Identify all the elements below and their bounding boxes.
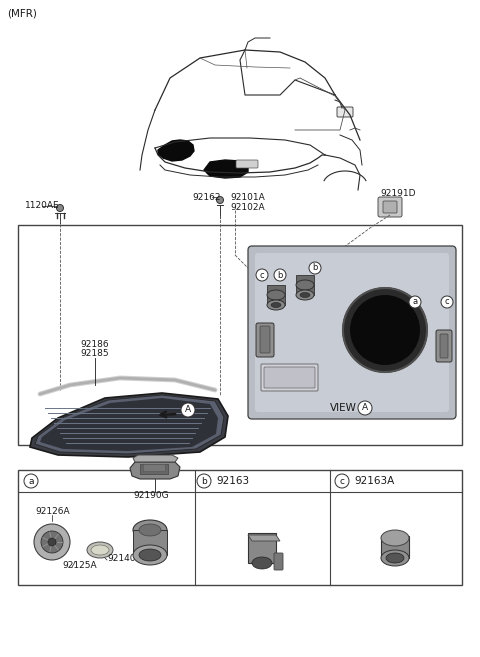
Text: 92163: 92163 xyxy=(216,476,249,486)
Text: 92163A: 92163A xyxy=(354,476,394,486)
Text: a: a xyxy=(412,298,418,307)
Polygon shape xyxy=(248,535,280,541)
FancyBboxPatch shape xyxy=(260,326,270,353)
FancyBboxPatch shape xyxy=(274,553,283,570)
Circle shape xyxy=(57,204,63,212)
Polygon shape xyxy=(204,160,248,178)
Text: 1120AE: 1120AE xyxy=(25,202,60,210)
Ellipse shape xyxy=(267,290,285,300)
Ellipse shape xyxy=(87,542,113,558)
Text: 92140E: 92140E xyxy=(107,554,141,563)
Text: 92191D: 92191D xyxy=(380,189,416,198)
Circle shape xyxy=(216,196,224,204)
Circle shape xyxy=(48,538,56,546)
FancyBboxPatch shape xyxy=(337,107,353,117)
Text: 92186: 92186 xyxy=(80,340,108,349)
Circle shape xyxy=(335,474,349,488)
FancyBboxPatch shape xyxy=(383,201,397,213)
Text: 92101A: 92101A xyxy=(230,194,265,202)
Text: c: c xyxy=(260,271,264,279)
FancyBboxPatch shape xyxy=(261,364,318,391)
Bar xyxy=(248,533,276,563)
Text: 92162: 92162 xyxy=(192,193,220,202)
FancyBboxPatch shape xyxy=(436,330,452,362)
Text: c: c xyxy=(339,476,345,486)
Circle shape xyxy=(441,296,453,308)
Bar xyxy=(381,536,409,558)
FancyBboxPatch shape xyxy=(378,197,402,217)
Circle shape xyxy=(343,288,427,372)
Ellipse shape xyxy=(381,530,409,546)
Text: A: A xyxy=(185,405,191,415)
Bar xyxy=(133,530,167,555)
Polygon shape xyxy=(130,462,180,479)
Ellipse shape xyxy=(267,300,285,310)
Bar xyxy=(18,470,462,585)
Circle shape xyxy=(24,474,38,488)
Circle shape xyxy=(41,531,63,553)
Circle shape xyxy=(181,403,195,417)
Bar xyxy=(267,285,285,305)
Polygon shape xyxy=(35,395,224,454)
FancyBboxPatch shape xyxy=(236,160,258,168)
Ellipse shape xyxy=(296,280,314,290)
Circle shape xyxy=(350,295,420,365)
Ellipse shape xyxy=(386,553,404,563)
Bar xyxy=(143,464,165,471)
Bar xyxy=(296,275,314,295)
Ellipse shape xyxy=(91,545,109,555)
FancyBboxPatch shape xyxy=(248,246,456,419)
Text: 92125A: 92125A xyxy=(62,561,96,570)
Circle shape xyxy=(409,296,421,308)
Ellipse shape xyxy=(139,524,161,536)
Circle shape xyxy=(34,524,70,560)
Ellipse shape xyxy=(252,557,272,569)
Text: b: b xyxy=(312,263,318,273)
Bar xyxy=(140,464,168,474)
Circle shape xyxy=(274,269,286,281)
Circle shape xyxy=(256,269,268,281)
Polygon shape xyxy=(158,140,194,161)
Ellipse shape xyxy=(133,545,167,565)
Text: 92102A: 92102A xyxy=(230,202,264,212)
Text: 92185: 92185 xyxy=(80,349,108,358)
Text: (MFR): (MFR) xyxy=(7,8,37,18)
FancyBboxPatch shape xyxy=(440,334,448,358)
Circle shape xyxy=(309,262,321,274)
Bar xyxy=(18,225,462,445)
Text: b: b xyxy=(201,476,207,486)
Text: b: b xyxy=(277,271,283,279)
FancyBboxPatch shape xyxy=(255,253,449,412)
Ellipse shape xyxy=(133,520,167,540)
Circle shape xyxy=(197,474,211,488)
Polygon shape xyxy=(40,398,218,451)
Text: 92126A: 92126A xyxy=(35,507,70,516)
Circle shape xyxy=(358,401,372,415)
Text: VIEW: VIEW xyxy=(330,403,357,413)
Ellipse shape xyxy=(271,302,281,307)
FancyBboxPatch shape xyxy=(256,323,274,357)
Ellipse shape xyxy=(300,292,310,298)
Ellipse shape xyxy=(296,290,314,300)
Text: c: c xyxy=(444,298,449,307)
Ellipse shape xyxy=(381,550,409,566)
Text: A: A xyxy=(362,403,368,413)
Text: a: a xyxy=(28,476,34,486)
Polygon shape xyxy=(133,455,178,462)
FancyBboxPatch shape xyxy=(264,367,315,388)
Text: 92190G: 92190G xyxy=(133,491,168,500)
Ellipse shape xyxy=(139,549,161,561)
Polygon shape xyxy=(30,393,228,457)
